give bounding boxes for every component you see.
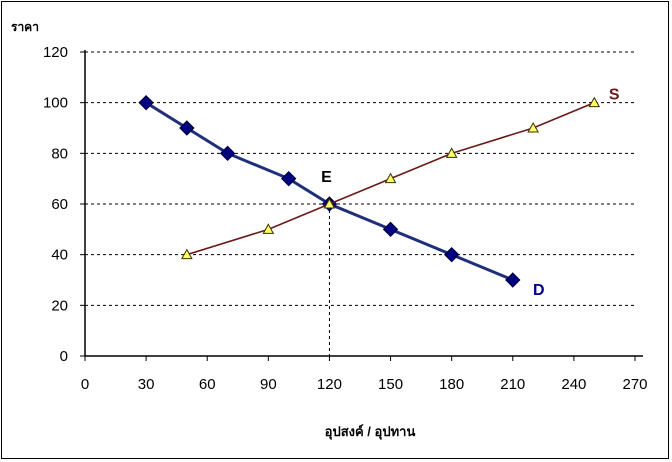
gridlines bbox=[85, 51, 635, 306]
series-S-point-2 bbox=[323, 197, 336, 209]
annotation-E: E bbox=[321, 169, 332, 186]
y-tick-label-20: 20 bbox=[51, 297, 68, 314]
y-tick-label-100: 100 bbox=[43, 95, 68, 112]
series-D-line bbox=[145, 101, 514, 282]
x-tick-label-0: 0 bbox=[81, 376, 89, 393]
series-S-point-6 bbox=[588, 96, 601, 108]
x-axis-label: อุปสงค์ / อุปทาน bbox=[325, 424, 416, 440]
series-D-point-5 bbox=[382, 221, 399, 238]
y-tick-label-80: 80 bbox=[51, 145, 68, 162]
annotation-D: D bbox=[533, 282, 545, 299]
series-S-point-5 bbox=[527, 121, 539, 133]
series-S-point-3 bbox=[384, 172, 397, 184]
series-D-point-0 bbox=[138, 94, 154, 111]
x-tick-label-270: 270 bbox=[622, 376, 647, 393]
y-axis-label: ราคา bbox=[11, 20, 39, 34]
x-tick-label-210: 210 bbox=[500, 376, 525, 393]
y-tick-label-0: 0 bbox=[60, 348, 68, 365]
annotations: E D S bbox=[321, 87, 620, 299]
series-D-point-6 bbox=[443, 246, 460, 263]
y-tick-label-120: 120 bbox=[43, 44, 68, 61]
x-tick-label-180: 180 bbox=[439, 376, 464, 393]
annotation-S: S bbox=[609, 87, 620, 104]
series-S-point-0 bbox=[181, 248, 193, 260]
x-tick-label-60: 60 bbox=[199, 376, 216, 393]
series-D-point-7 bbox=[505, 272, 521, 288]
axes bbox=[84, 50, 643, 357]
series-group bbox=[138, 94, 601, 288]
x-tick-label-240: 240 bbox=[561, 376, 586, 393]
y-tick-labels: 0 20 40 60 80 100 120 bbox=[43, 44, 85, 365]
series-S bbox=[181, 96, 601, 260]
x-tick-label-150: 150 bbox=[378, 376, 403, 393]
y-tick-label-60: 60 bbox=[51, 196, 68, 213]
series-D-point-3 bbox=[280, 170, 297, 187]
series-S-point-4 bbox=[445, 147, 458, 158]
x-tick-labels: 0 30 60 90 120 150 180 210 240 270 bbox=[81, 356, 648, 393]
series-S-point-1 bbox=[262, 223, 275, 234]
x-tick-label-30: 30 bbox=[138, 376, 155, 393]
x-tick-label-90: 90 bbox=[260, 376, 277, 393]
series-D-point-1 bbox=[179, 120, 195, 136]
y-tick-label-40: 40 bbox=[51, 247, 68, 264]
x-tick-label-120: 120 bbox=[317, 376, 342, 393]
series-D-point-2 bbox=[219, 145, 236, 162]
